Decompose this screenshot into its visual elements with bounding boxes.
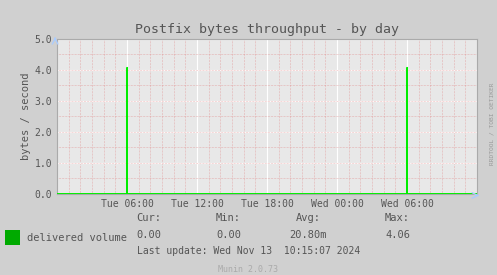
Text: 0.00: 0.00	[137, 230, 162, 240]
Text: Max:: Max:	[385, 213, 410, 223]
Text: Min:: Min:	[216, 213, 241, 223]
Text: Last update: Wed Nov 13  10:15:07 2024: Last update: Wed Nov 13 10:15:07 2024	[137, 246, 360, 256]
Text: 0.00: 0.00	[216, 230, 241, 240]
Text: RRDTOOL / TOBI OETIKER: RRDTOOL / TOBI OETIKER	[490, 82, 495, 165]
Text: 20.80m: 20.80m	[289, 230, 327, 240]
Text: Munin 2.0.73: Munin 2.0.73	[219, 265, 278, 274]
Bar	[5, 230, 20, 245]
Text: Avg:: Avg:	[296, 213, 321, 223]
Y-axis label: bytes / second: bytes / second	[20, 72, 30, 160]
Text: 4.06: 4.06	[385, 230, 410, 240]
Text: Cur:: Cur:	[137, 213, 162, 223]
Text: delivered volume: delivered volume	[27, 233, 127, 243]
Title: Postfix bytes throughput - by day: Postfix bytes throughput - by day	[135, 23, 399, 36]
